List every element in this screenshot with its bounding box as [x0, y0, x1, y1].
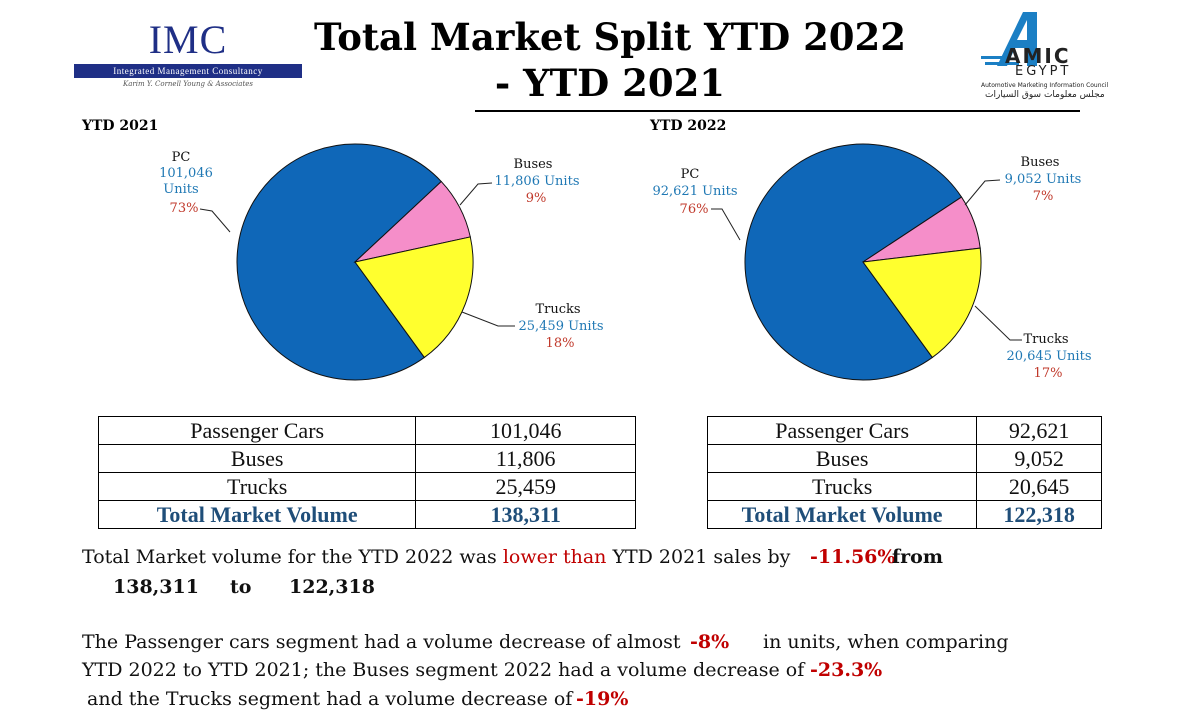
table-total-value: 122,318 — [976, 500, 1102, 529]
table-row: Passenger Cars 101,046 — [97, 416, 636, 445]
title-underline — [475, 110, 1080, 112]
amic-logo-country: EGYPT — [1015, 64, 1072, 79]
summary-text: Total Market volume for the YTD 2022 was — [82, 546, 503, 568]
table-cell: 20,645 — [976, 472, 1102, 501]
summary-end-value: 122,318 — [289, 576, 375, 598]
amic-logo: AMIC EGYPT Automotive Marketing Informat… — [975, 8, 1115, 106]
pie-2021-label-pc-value: 101,046 — [159, 166, 213, 181]
pie-2021-leader-buses — [459, 182, 493, 206]
summary-bus-change: -23.3% — [810, 659, 883, 681]
pie-2022-label-pc-name: PC — [681, 167, 700, 182]
pie-2022-slice-trucks — [862, 247, 982, 359]
page-title-line2: - YTD 2021 — [494, 61, 726, 105]
summary-line-3: YTD 2022 to YTD 2021; the Buses segment … — [82, 659, 805, 681]
imc-logo: IMC Integrated Management Consultancy Ka… — [72, 14, 304, 94]
imc-logo-subtext: Karim Y. Cornell Young & Associates — [122, 80, 254, 88]
table-2021: Passenger Cars 101,046 Buses 11,806 Truc… — [97, 416, 636, 529]
pie-charts: PC 101,046 Units 73% Buses 11,806 Units … — [159, 143, 1092, 381]
pie-2021-label-buses-percent: 9% — [526, 191, 547, 206]
page-title-line1: Total Market Split YTD 2022 — [313, 15, 907, 59]
table-total-label: Total Market Volume — [97, 500, 417, 529]
summary-line-2b: in units, when comparing — [763, 631, 1009, 653]
pie-2021-label-pc-percent: 73% — [170, 201, 199, 216]
summary-from: from — [892, 546, 943, 568]
pie-2021-label-trucks-name: Trucks — [535, 302, 580, 317]
table-2022: Passenger Cars 92,621 Buses 9,052 Trucks… — [706, 416, 1102, 529]
pie-2022-leader-buses — [964, 179, 1001, 206]
chart-2022-title: YTD 2022 — [650, 118, 727, 134]
table-cell: Passenger Cars — [97, 416, 417, 445]
table-row: Trucks 25,459 — [97, 472, 636, 501]
pie-2022-leader-trucks — [974, 305, 1022, 341]
table-cell: Passenger Cars — [706, 416, 978, 445]
table-cell: Buses — [97, 444, 417, 473]
pie-2022-label-buses-percent: 7% — [1033, 189, 1054, 204]
table-cell: 92,621 — [976, 416, 1102, 445]
amic-logo-mark — [981, 12, 1037, 66]
summary-line-4: and the Trucks segment had a volume decr… — [87, 688, 573, 710]
summary-to: to — [230, 576, 252, 598]
pie-2022-leader-pc — [711, 208, 741, 241]
imc-logo-bar: Integrated Management Consultancy — [74, 64, 302, 78]
table-cell: Buses — [706, 444, 978, 473]
pie-2021-slice-pc — [236, 143, 443, 381]
pie-2022-label-pc-value: 92,621 Units — [652, 184, 737, 199]
pie-chart-2022 — [744, 143, 982, 381]
summary-change-value: -11.56% — [810, 546, 896, 568]
table-cell: 25,459 — [415, 472, 636, 501]
pie-2022-label-buses-value: 9,052 Units — [1005, 172, 1082, 187]
table-cell: Trucks — [706, 472, 978, 501]
summary-text: YTD 2021 sales by — [606, 546, 791, 568]
summary-highlight: lower than — [502, 546, 607, 568]
table-cell: 9,052 — [976, 444, 1102, 473]
pie-2021-label-trucks-percent: 18% — [546, 336, 575, 351]
table-row: Buses 11,806 — [97, 444, 636, 473]
pie-2022-label-trucks-value: 20,645 Units — [1006, 349, 1091, 364]
table-total-row: Total Market Volume 138,311 — [97, 500, 636, 529]
pie-2022-label-pc-percent: 76% — [680, 202, 709, 217]
summary-trucks-change: -19% — [576, 688, 629, 710]
table-total-value: 138,311 — [415, 500, 636, 529]
imc-logo-name: IMC — [148, 17, 228, 62]
amic-logo-arabic: مجلس معلومات سوق السيارات — [985, 90, 1105, 100]
pie-2021-label-trucks-value: 25,459 Units — [518, 319, 603, 334]
table-cell: 101,046 — [415, 416, 636, 445]
table-total-row: Total Market Volume 122,318 — [706, 500, 1102, 529]
summary-line-1: Total Market volume for the YTD 2022 was… — [82, 546, 790, 568]
page-title: Total Market Split YTD 2022 - YTD 2021 — [300, 14, 920, 106]
amic-logo-name: AMIC — [1005, 44, 1071, 68]
chart-2021-title: YTD 2021 — [82, 118, 159, 134]
table-cell: 11,806 — [415, 444, 636, 473]
pie-2022-slice-pc — [744, 143, 963, 381]
pie-2021-label-pc-units: Units — [163, 182, 198, 197]
pie-2021-label-buses-value: 11,806 Units — [494, 174, 579, 189]
summary-line-2: The Passenger cars segment had a volume … — [82, 631, 681, 653]
pie-2021-label-buses-name: Buses — [514, 157, 553, 172]
table-row: Trucks 20,645 — [706, 472, 1102, 501]
summary-pc-change: -8% — [690, 631, 730, 653]
pie-2022-label-buses-name: Buses — [1021, 155, 1060, 170]
table-row: Passenger Cars 92,621 — [706, 416, 1102, 445]
pie-2021-leader-trucks — [461, 311, 515, 327]
pie-2021-slice-trucks — [354, 236, 474, 359]
table-total-label: Total Market Volume — [706, 500, 978, 529]
pie-2022-label-trucks-name: Trucks — [1023, 332, 1068, 347]
pie-2021-label-pc-name: PC — [172, 150, 191, 165]
table-cell: Trucks — [97, 472, 417, 501]
pie-2021-leader-pc — [199, 208, 231, 233]
summary-start-value: 138,311 — [113, 576, 199, 598]
pie-chart-2021 — [236, 143, 474, 381]
amic-logo-english: Automotive Marketing Information Council — [981, 82, 1109, 89]
table-row: Buses 9,052 — [706, 444, 1102, 473]
pie-2022-label-trucks-percent: 17% — [1034, 366, 1063, 381]
